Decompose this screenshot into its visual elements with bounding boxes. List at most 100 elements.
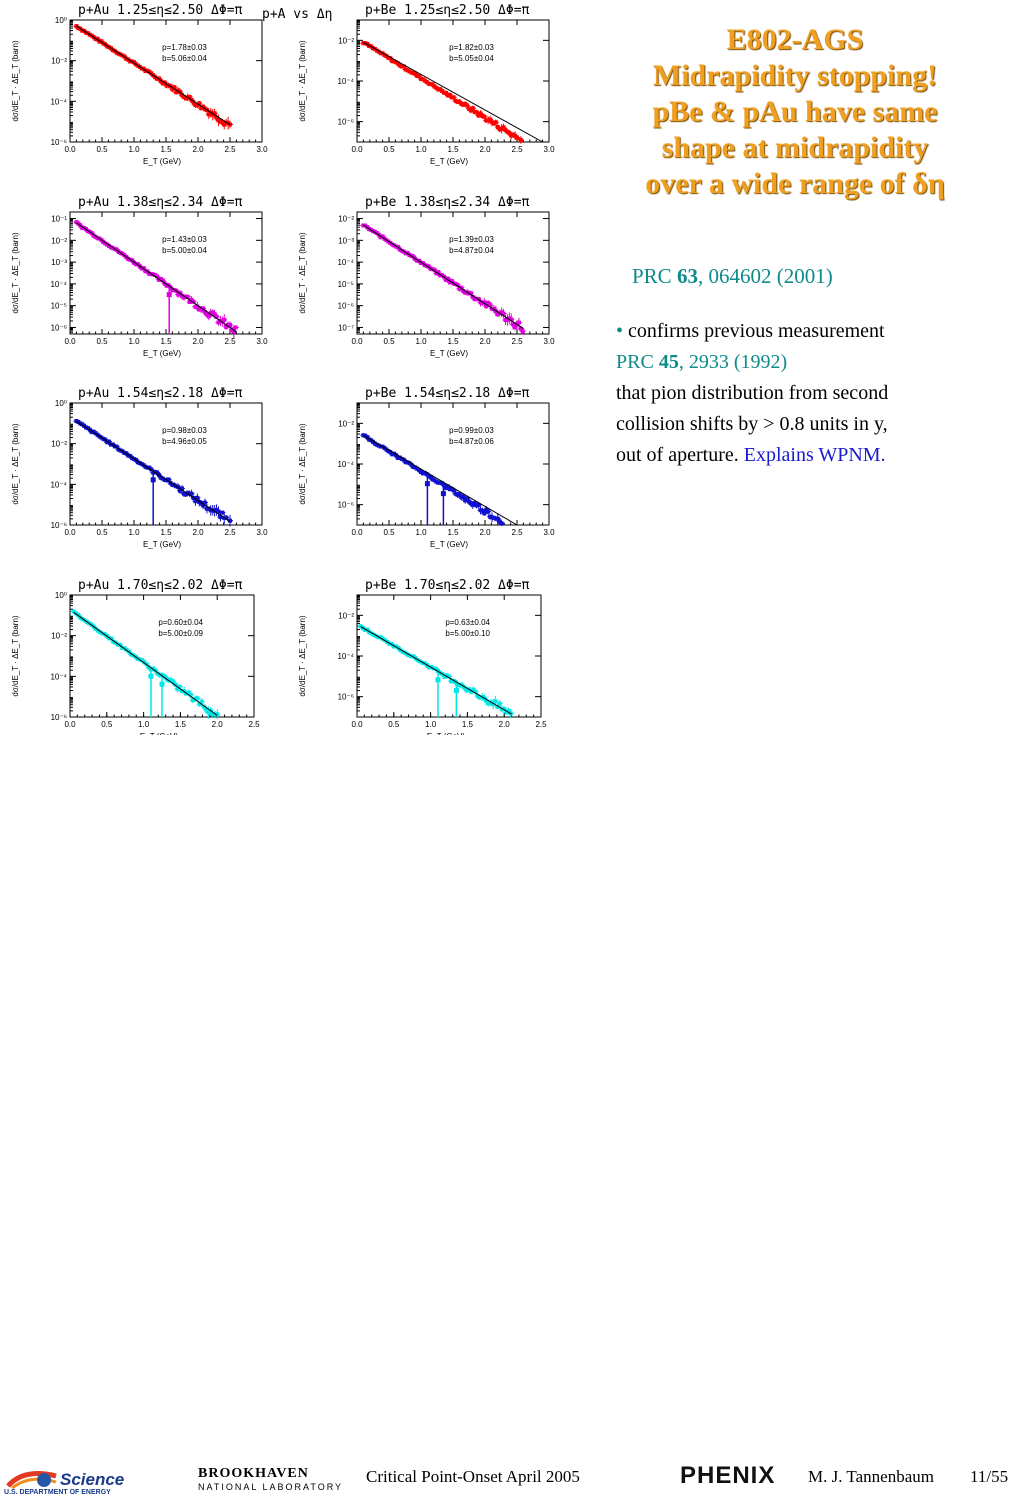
- data-point: [518, 137, 523, 142]
- data-point: [199, 699, 204, 704]
- y-axis-label: dσ/dE_T · ΔE_T (barn): [298, 423, 307, 504]
- x-tick-label: 0.5: [101, 720, 113, 729]
- data-point: [447, 674, 451, 679]
- dip-point: [159, 681, 165, 687]
- dip-point: [453, 688, 459, 694]
- data-point: [114, 444, 119, 449]
- x-tick-label: 2.0: [499, 720, 511, 729]
- x-tick-label: 1.5: [447, 528, 459, 537]
- y-tick-label: 10⁻²: [338, 611, 354, 620]
- y-tick-label: 10⁻⁴: [50, 672, 67, 681]
- data-point: [493, 699, 498, 704]
- data-point: [507, 130, 512, 135]
- x-tick-label: 2.5: [511, 337, 523, 346]
- data-point: [95, 628, 100, 633]
- chart-panel-6: p+Be 1.54≤η≤2.18 ΔΦ=π 0.0 0.5 1.0 1.5 2.0 2.5 3…: [298, 386, 555, 549]
- data-point: [162, 674, 167, 679]
- data-point: [195, 696, 200, 701]
- y-tick-label: 10⁻³: [338, 236, 354, 245]
- fit-p-label: p=1.82±0.03: [449, 43, 494, 52]
- data-point: [160, 673, 164, 678]
- x-tick-label: 2.0: [479, 528, 491, 537]
- data-point: [513, 325, 518, 330]
- y-axis-label: dσ/dE_T · ΔE_T (barn): [11, 232, 20, 313]
- chart-frame: [69, 211, 263, 335]
- x-tick-label: 2.0: [212, 720, 224, 729]
- data-point: [155, 274, 160, 279]
- chart-panel-8: p+Be 1.70≤η≤2.02 ΔΦ=π 0.0 0.5 1.0 1.5 2.0 2.5 1…: [298, 578, 547, 735]
- y-tick-label: 10⁻⁴: [50, 480, 67, 489]
- data-point: [475, 694, 480, 699]
- data-point: [380, 234, 385, 239]
- data-point: [178, 488, 183, 493]
- data-point: [151, 666, 156, 671]
- x-tick-label: 2.5: [248, 720, 260, 729]
- x-tick-label: 0.0: [64, 145, 76, 154]
- data-point: [435, 668, 440, 673]
- bnl-logo-line-1: BROOKHAVEN: [198, 1466, 309, 1481]
- data-point: [111, 639, 116, 644]
- data-point: [130, 258, 135, 263]
- fit-p-label: p=1.43±0.03: [162, 235, 207, 244]
- chart-frame: [356, 19, 550, 143]
- data-point: [495, 704, 500, 709]
- data-point: [488, 117, 493, 122]
- data-point: [428, 474, 433, 479]
- fit-line: [76, 25, 231, 126]
- chart-panel-3: p+Au 1.38≤η≤2.34 ΔΦ=π 0.0 0.5 1.0 1.5 2.0 2.5 3…: [11, 195, 268, 358]
- title-line-1: E802-AGS: [726, 23, 864, 56]
- y-tick-label: 10⁻⁴: [50, 280, 67, 289]
- chart-panel-5: p+Au 1.54≤η≤2.18 ΔΦ=π 0.0 0.5 1.0 1.5 2.0 2.5 3…: [11, 386, 268, 549]
- data-point: [457, 99, 462, 104]
- x-axis-label: E_T (GeV): [143, 349, 181, 358]
- data-point: [451, 679, 456, 684]
- chart-title: p+Be 1.54≤η≤2.18 ΔΦ=π: [365, 386, 530, 401]
- x-axis-label: E_T (GeV): [430, 540, 468, 549]
- data-point: [206, 710, 211, 715]
- body-line-4: collision shifts by > 0.8 units in y,: [616, 413, 888, 435]
- data-point: [400, 649, 405, 654]
- y-tick-label: 10⁻⁴: [337, 77, 354, 86]
- data-point: [182, 688, 187, 693]
- ref1-volume: 63: [676, 264, 698, 288]
- data-point: [472, 501, 477, 506]
- data-point: [195, 304, 200, 309]
- data-point: [468, 108, 473, 113]
- reference-2: PRC 45, 2933 (1992): [616, 347, 1016, 378]
- data-point: [224, 515, 229, 520]
- data-point: [470, 294, 475, 299]
- wpnm-link[interactable]: Explains WPNM.: [743, 444, 886, 466]
- x-tick-label: 1.0: [415, 528, 427, 537]
- data-point: [449, 279, 454, 284]
- data-point: [218, 515, 223, 520]
- x-tick-label: 1.0: [415, 145, 427, 154]
- data-point: [511, 322, 516, 327]
- y-tick-label: 10⁻²: [338, 419, 354, 428]
- data-point: [426, 264, 431, 269]
- data-point: [407, 653, 412, 658]
- y-tick-label: 10⁻²: [51, 236, 67, 245]
- body-text-1: confirms previous measurement: [623, 320, 885, 342]
- y-tick-label: 10⁻²: [51, 57, 67, 66]
- y-tick-label: 10⁻²: [51, 632, 67, 641]
- data-point: [471, 687, 476, 692]
- data-point: [107, 439, 112, 444]
- y-tick-label: 10⁰: [55, 591, 67, 600]
- data-point: [468, 291, 473, 296]
- data-point: [432, 267, 437, 272]
- data-point: [156, 76, 161, 81]
- y-tick-label: 10⁻⁷: [338, 323, 354, 332]
- x-tick-label: 1.0: [415, 337, 427, 346]
- data-point: [405, 250, 410, 255]
- x-axis-label: E_T (GeV): [430, 349, 468, 358]
- chart-panel-7: p+Au 1.70≤η≤2.02 ΔΦ=π 0.0 0.5 1.0 1.5 2.0 2.5 1…: [11, 578, 260, 735]
- dip-point: [440, 491, 446, 497]
- data-point: [480, 508, 485, 513]
- data-point: [222, 317, 227, 322]
- figure-panel: p+A vs Δη p+Au 1.25≤η≤2.50 ΔΦ=π 0.0 0.5 1.0…: [0, 0, 600, 735]
- x-tick-label: 0.5: [96, 337, 108, 346]
- data-point: [506, 708, 511, 713]
- chart-panel-4: p+Be 1.38≤η≤2.34 ΔΦ=π 0.0 0.5 1.0 1.5 2.0 2.5 3…: [298, 195, 555, 358]
- x-tick-label: 1.5: [160, 145, 172, 154]
- data-point: [442, 674, 447, 679]
